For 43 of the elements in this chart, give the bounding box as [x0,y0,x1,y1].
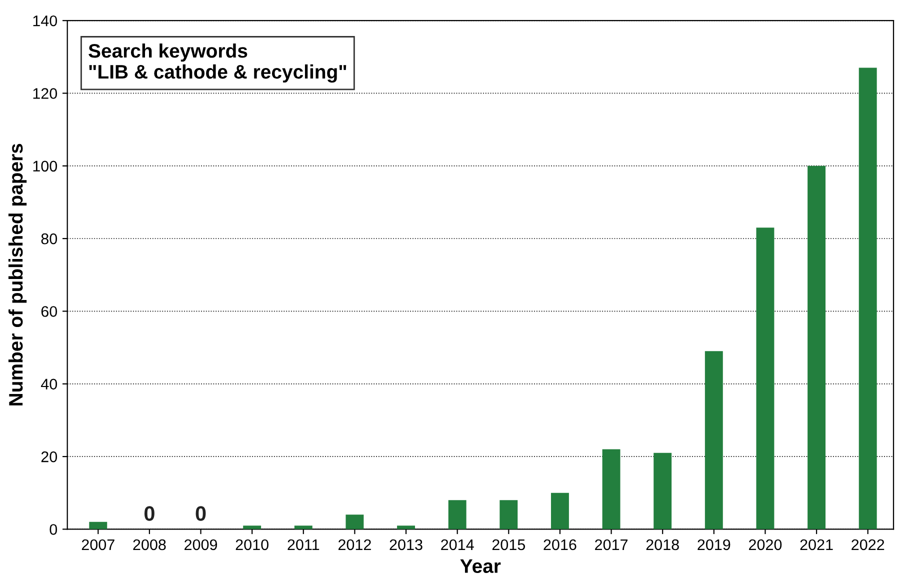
bar [500,500,518,530]
y-tick-label: 0 [50,524,58,535]
y-tick-label: 20 [41,451,58,462]
y-tick-label: 80 [41,233,58,244]
x-tick-label: 2019 [698,539,730,550]
bar [808,166,826,530]
x-tick-label: 2007 [82,539,114,550]
x-tick-label: 2013 [390,539,422,550]
y-tick-label: 120 [33,88,58,99]
data-label: 0 [196,506,206,521]
y-tick-label: 100 [33,160,58,172]
bar [654,452,672,530]
y-tick-label: 60 [41,306,58,317]
x-tick-label: 2008 [133,539,166,550]
x-tick-label: 2016 [544,539,576,550]
y-tick-label: 40 [40,378,58,390]
bar [448,500,466,530]
bar [602,449,620,530]
x-tick-label: 2012 [338,539,371,550]
bar [397,526,416,530]
data-label: 0 [144,506,154,521]
bar [858,68,877,530]
x-tick-label: 2018 [646,539,679,550]
bar [756,228,774,530]
x-tick-label: 2021 [800,539,833,550]
x-tick-label: 2011 [288,539,320,550]
bar [89,522,108,530]
x-tick-label: 2014 [441,539,474,550]
bar [550,492,569,530]
y-tick-label: 140 [33,15,58,26]
bar [243,526,262,530]
y-axis-title: Number of published papers [8,144,27,406]
bar [294,526,312,530]
x-tick-label: 2022 [852,539,884,550]
x-tick-label: 2015 [492,539,526,550]
x-tick-label: 2010 [236,539,268,550]
x-tick-label: 2020 [749,539,782,550]
bar [704,351,723,530]
x-tick-label: 2017 [595,539,628,550]
bar [346,514,364,530]
annotation: Search keywords "LIB & cathode & recycling" [88,43,346,83]
x-axis-title: Year [460,559,501,573]
x-tick-label: 2009 [184,539,218,550]
